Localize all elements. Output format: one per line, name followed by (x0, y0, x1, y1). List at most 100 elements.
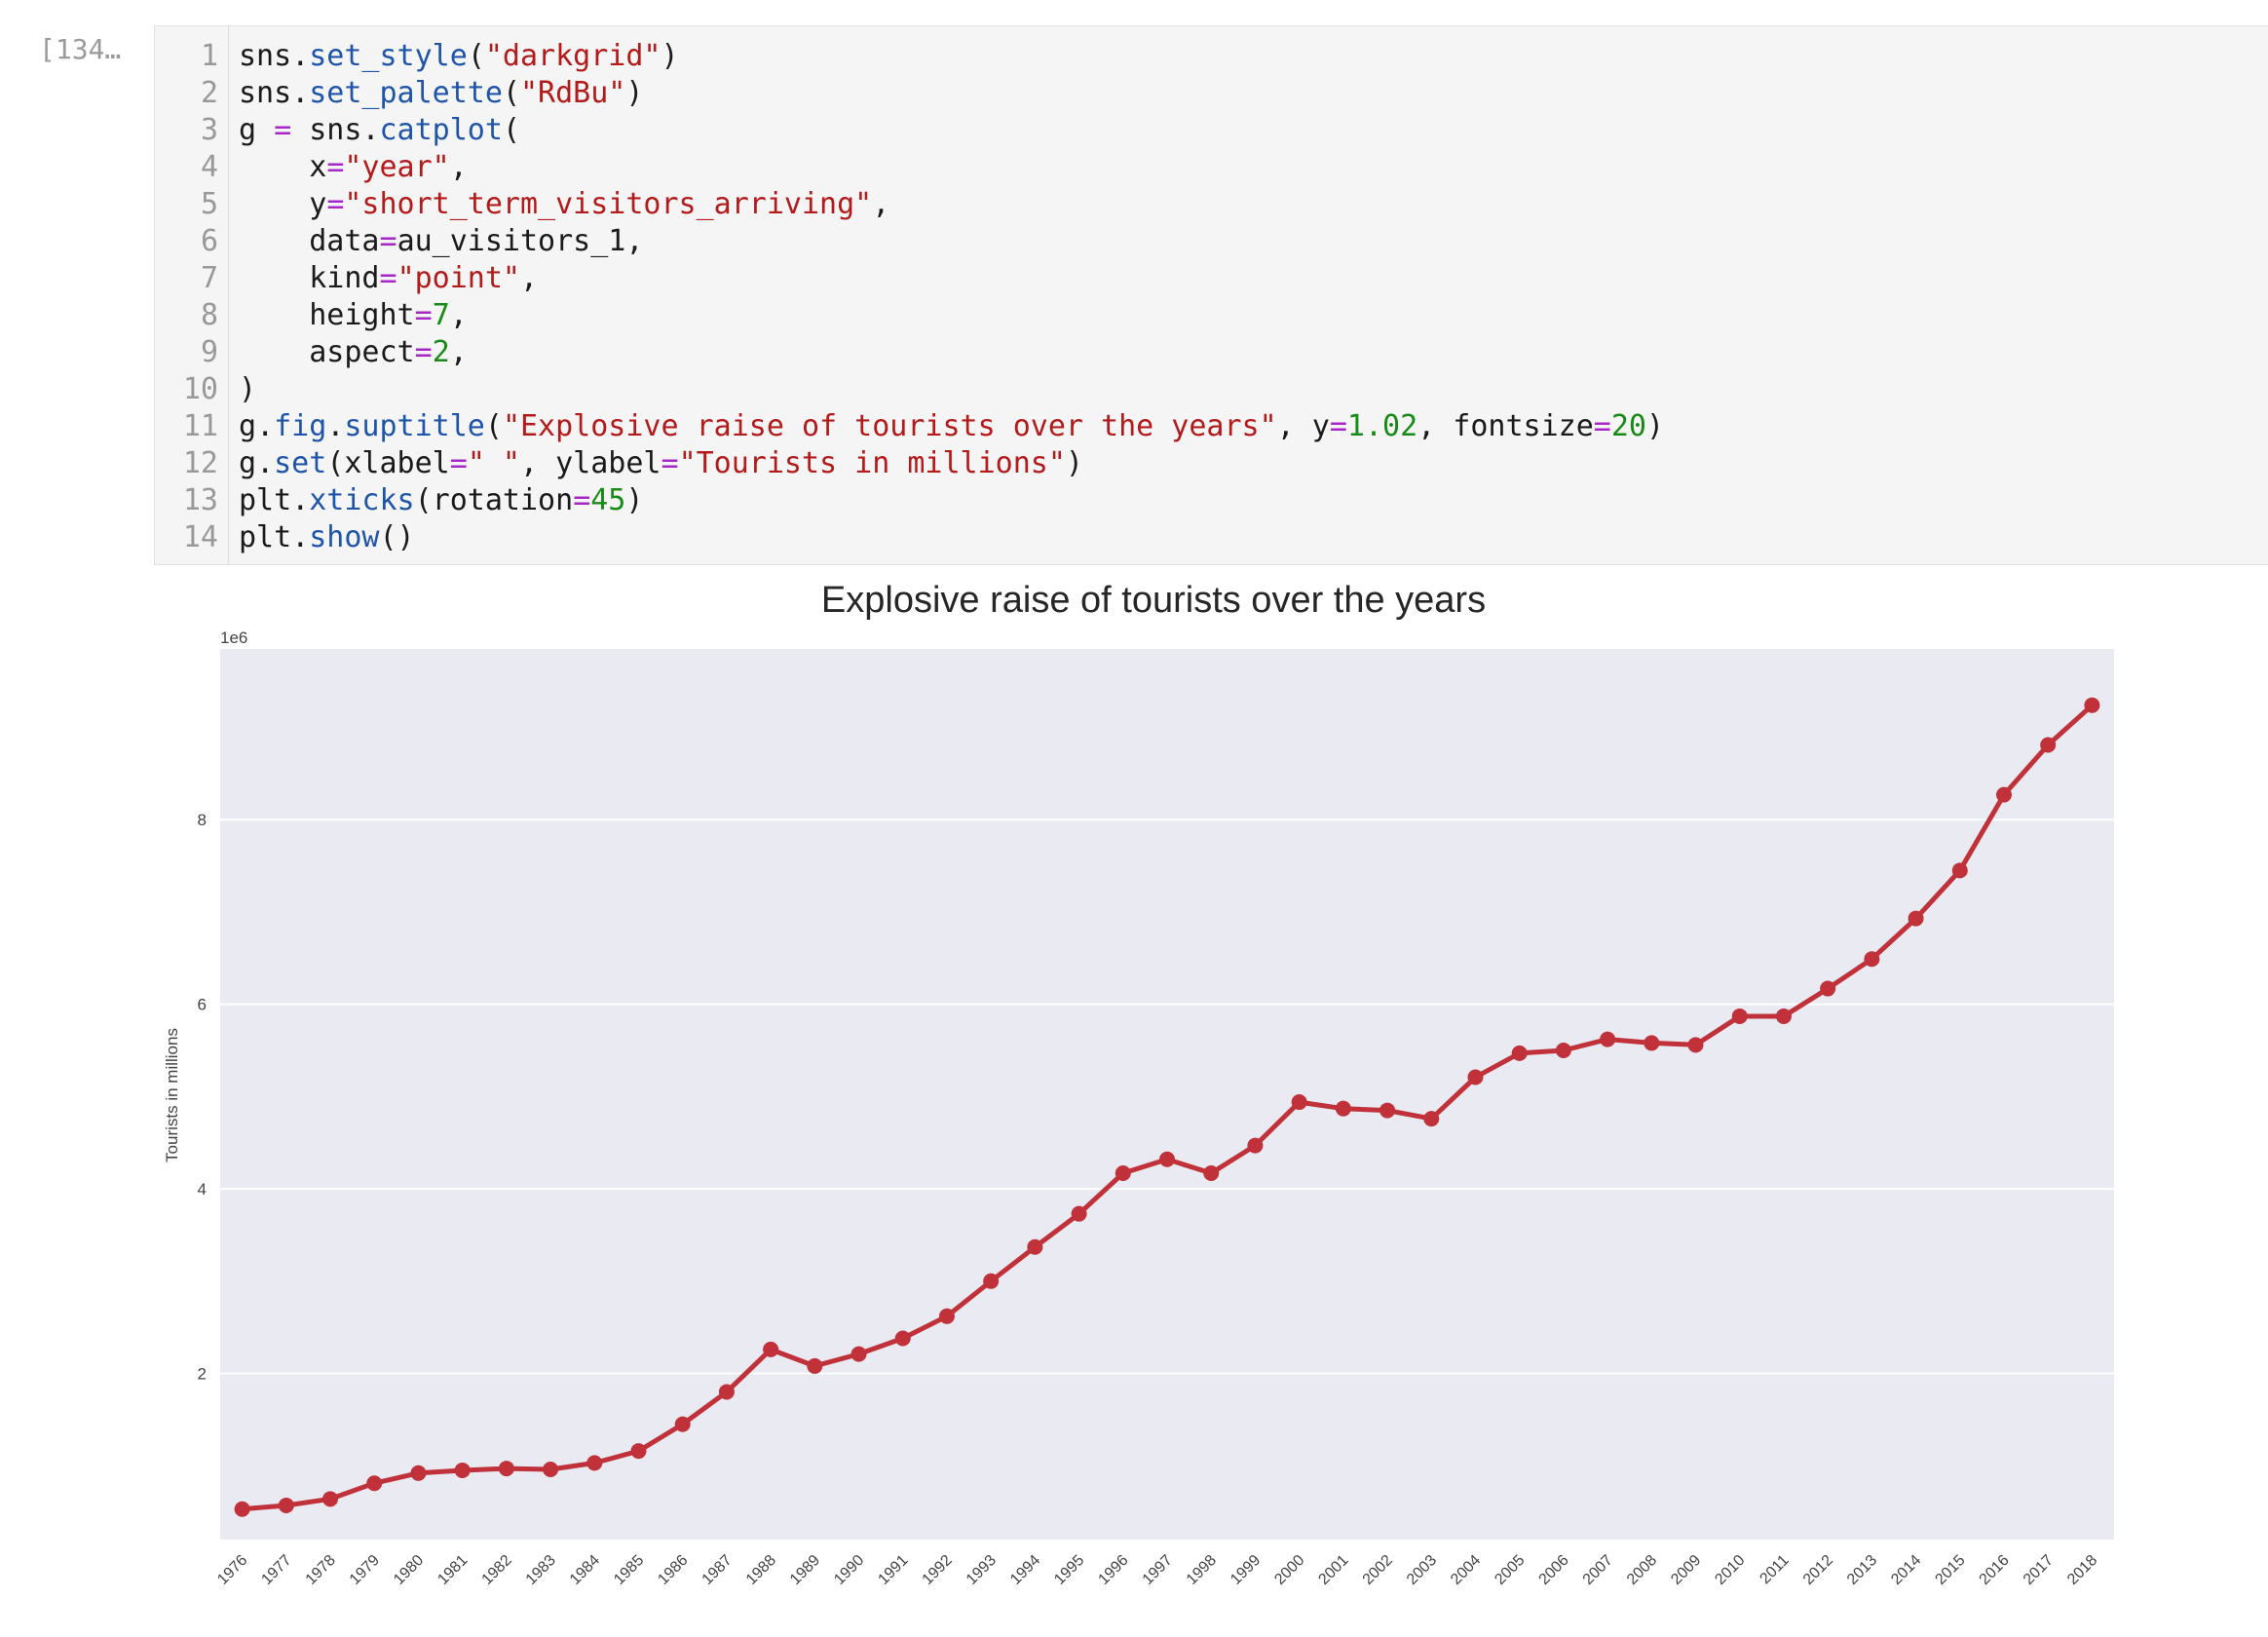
data-point-2007 (1600, 1031, 1616, 1047)
y-tick-labels: 2 4 6 8 (198, 811, 207, 1383)
code-token: "short_term_visitors_arriving" (344, 187, 873, 221)
code-token: = (661, 446, 679, 480)
y-tick-label: 4 (198, 1180, 207, 1199)
code-token: set (274, 446, 327, 480)
x-tick-label: 1980 (391, 1552, 427, 1588)
code-token: data (239, 224, 380, 258)
data-point-1984 (586, 1455, 603, 1471)
code-token: x (239, 150, 327, 184)
code-token: fig (274, 409, 327, 443)
y-axis-offset-label: 1e6 (220, 628, 247, 647)
x-tick-label: 2014 (1888, 1552, 1924, 1588)
x-tick-label: 1999 (1228, 1552, 1264, 1588)
y-tick-label: 2 (198, 1365, 207, 1384)
code-token: , ylabel (520, 446, 662, 480)
data-point-1981 (454, 1462, 471, 1478)
code-line: sns.set_palette("RdBu") (239, 75, 1664, 112)
line-number: 11 (182, 409, 218, 443)
data-point-1988 (763, 1341, 779, 1357)
x-tick-label: 1987 (699, 1552, 736, 1588)
code-token: ) (239, 372, 257, 406)
code-token: "Tourists in millions" (678, 446, 1066, 480)
x-tick-label: 2015 (1932, 1552, 1968, 1588)
code-token: aspect (239, 335, 415, 369)
cell-output-area: Explosive raise of tourists over the yea… (154, 567, 2268, 1637)
code-token: ) (1065, 446, 1083, 480)
code-token: . (326, 409, 345, 443)
data-point-2011 (1775, 1008, 1792, 1024)
data-point-1976 (234, 1501, 250, 1517)
data-point-2008 (1644, 1035, 1660, 1051)
code-line: kind="point", (239, 260, 1664, 297)
code-token: = (414, 335, 433, 369)
point-plot-chart: Explosive raise of tourists over the yea… (163, 580, 2114, 1588)
code-token: , fontsize (1418, 409, 1594, 443)
data-point-2015 (1951, 862, 1968, 879)
x-tick-label: 2011 (1757, 1552, 1792, 1587)
code-line: x="year", (239, 149, 1664, 186)
code-token: . (291, 520, 310, 554)
code-token: . (361, 113, 380, 147)
line-number: 14 (182, 520, 218, 554)
code-token: (rotation (414, 483, 574, 517)
data-point-2005 (1511, 1045, 1528, 1061)
plot-area (220, 649, 2114, 1540)
line-number: 1 (200, 39, 218, 73)
code-token: g (239, 409, 257, 443)
code-token: ( (502, 76, 520, 110)
data-point-1983 (543, 1462, 559, 1478)
code-token: show (309, 520, 380, 554)
x-tick-labels: 1976 1977 1978 1979 1980 1981 1982 1983 1984 1985… (214, 1552, 2100, 1588)
code-token: "year" (344, 150, 450, 184)
data-point-2003 (1423, 1111, 1440, 1127)
data-point-2013 (1864, 951, 1880, 968)
x-tick-label: 1993 (964, 1552, 1000, 1588)
x-tick-label: 2002 (1360, 1552, 1396, 1588)
x-tick-label: 2001 (1315, 1552, 1351, 1588)
x-tick-label: 1983 (523, 1552, 559, 1588)
code-token: "Explosive raise of tourists over the ye… (502, 409, 1277, 443)
code-token: ) (1645, 409, 1665, 443)
code-token: = (379, 224, 397, 258)
code-token: (xlabel (326, 446, 450, 480)
code-token: y (239, 187, 327, 221)
code-token: = (1593, 409, 1611, 443)
data-point-1985 (630, 1443, 647, 1460)
data-point-1987 (718, 1384, 735, 1400)
code-line: y="short_term_visitors_arriving", (239, 186, 1664, 223)
code-token: xticks (309, 483, 415, 517)
grid-lines (220, 818, 2114, 1375)
x-tick-label: 2008 (1624, 1552, 1660, 1588)
x-tick-label: 1978 (303, 1552, 339, 1588)
code-token: ( (502, 113, 520, 147)
code-line: plt.show() (239, 519, 1664, 556)
data-point-2004 (1467, 1069, 1484, 1085)
x-tick-label: 1995 (1051, 1552, 1087, 1588)
data-point-2016 (1995, 786, 2012, 803)
code-token: = (379, 261, 397, 295)
x-tick-label: 1996 (1095, 1552, 1131, 1588)
x-tick-label: 1979 (347, 1552, 383, 1588)
x-tick-label: 2012 (1800, 1552, 1836, 1588)
x-tick-label: 1988 (743, 1552, 779, 1588)
code-line: g.set(xlabel=" ", ylabel="Tourists in mi… (239, 445, 1664, 482)
code-token: height (239, 298, 415, 332)
x-tick-label: 1986 (655, 1552, 691, 1588)
data-point-1986 (674, 1416, 691, 1432)
data-point-1991 (894, 1330, 911, 1347)
code-token: . (291, 76, 310, 110)
code-cell-editor[interactable]: 1 2 3 4 5 6 7 8 9 10 11 12 13 14 sns.set_style("darkg… (154, 25, 2268, 565)
code-editor-content[interactable]: sns.set_style("darkgrid") sns.set_palette… (229, 26, 1664, 564)
code-token: "point" (397, 261, 520, 295)
code-token: au_visitors_1, (397, 224, 644, 258)
x-tick-label: 2007 (1580, 1552, 1616, 1588)
data-point-1997 (1159, 1151, 1175, 1167)
x-tick-label: 1981 (435, 1552, 471, 1588)
x-tick-label: 1991 (875, 1552, 911, 1588)
code-token: kind (239, 261, 380, 295)
x-tick-label: 2016 (1977, 1552, 2013, 1588)
code-token: , (449, 335, 468, 369)
line-number: 2 (200, 76, 218, 110)
code-token: " " (467, 446, 520, 480)
chart-title: Explosive raise of tourists over the yea… (821, 580, 1486, 621)
